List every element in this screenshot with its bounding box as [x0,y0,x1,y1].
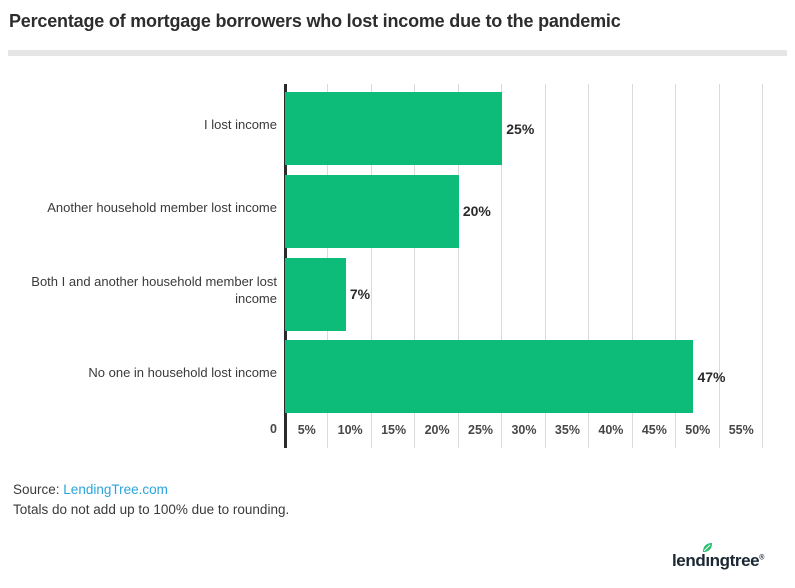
title-divider [8,50,787,56]
x-tick-label: 10% [337,423,363,437]
gridline [588,84,590,448]
lendingtree-logo: lendı ngtree® [672,542,764,571]
gridline [414,84,416,448]
x-tick-label: 15% [381,423,407,437]
source-link[interactable]: LendingTree.com [63,482,168,497]
x-tick-label: 20% [424,423,450,437]
bar [285,340,694,414]
x-tick-label: 45% [641,423,667,437]
x-tick-label: 30% [511,423,537,437]
x-tick-label: 40% [598,423,624,437]
gridline [501,84,503,448]
bar-row: 7% [285,250,763,333]
x-tick-label: 50% [685,423,711,437]
trademark-symbol: ® [759,554,764,562]
source-label: Source: [13,482,60,497]
gridline [457,84,459,448]
x-axis-origin-label: 0 [270,422,277,436]
gridline [631,84,633,448]
page-title: Percentage of mortgage borrowers who los… [9,11,621,31]
bar-chart: I lost income Another household member l… [0,84,763,448]
gridline [370,84,372,448]
bar-value-label: 20% [462,203,491,220]
bar-value-label: 7% [349,286,371,302]
bar [285,257,346,331]
bar-value-label: 47% [697,368,726,385]
plot-area: 25% 20% 7% 47% 5% 10% 15% 20% 25% 30% 35% 40% 45… [284,84,763,448]
category-label: Both I and another household member lost… [31,273,277,306]
gridline [544,84,546,448]
category-label: I lost income [204,116,277,132]
logo-wordmark: lendı ngtree® [672,542,764,570]
x-tick-label: 55% [728,423,754,437]
bar-row: 25% [285,84,763,167]
x-tick-label: 35% [554,423,580,437]
category-label: Another household member lost income [47,199,277,215]
bar-row: 20% [285,167,763,250]
x-tick-label: 5% [297,423,316,437]
gridline [718,84,720,448]
category-labels: I lost income Another household member l… [0,84,285,448]
gridline [675,84,677,448]
x-axis-ticks: 5% 10% 15% 20% 25% 30% 35% 40% 45% 50% 55% [285,415,763,448]
bar [285,92,503,165]
rounding-note: Totals do not add up to 100% due to roun… [13,502,290,517]
gridline [762,84,763,448]
bar-value-label: 25% [506,120,535,137]
source-line: Source: LendingTree.com [13,482,168,497]
x-tick-label: 25% [468,423,494,437]
bar-row: 47% [285,332,763,415]
category-label: No one in household lost income [88,365,277,381]
bar [285,174,459,248]
leaf-icon [703,542,713,553]
